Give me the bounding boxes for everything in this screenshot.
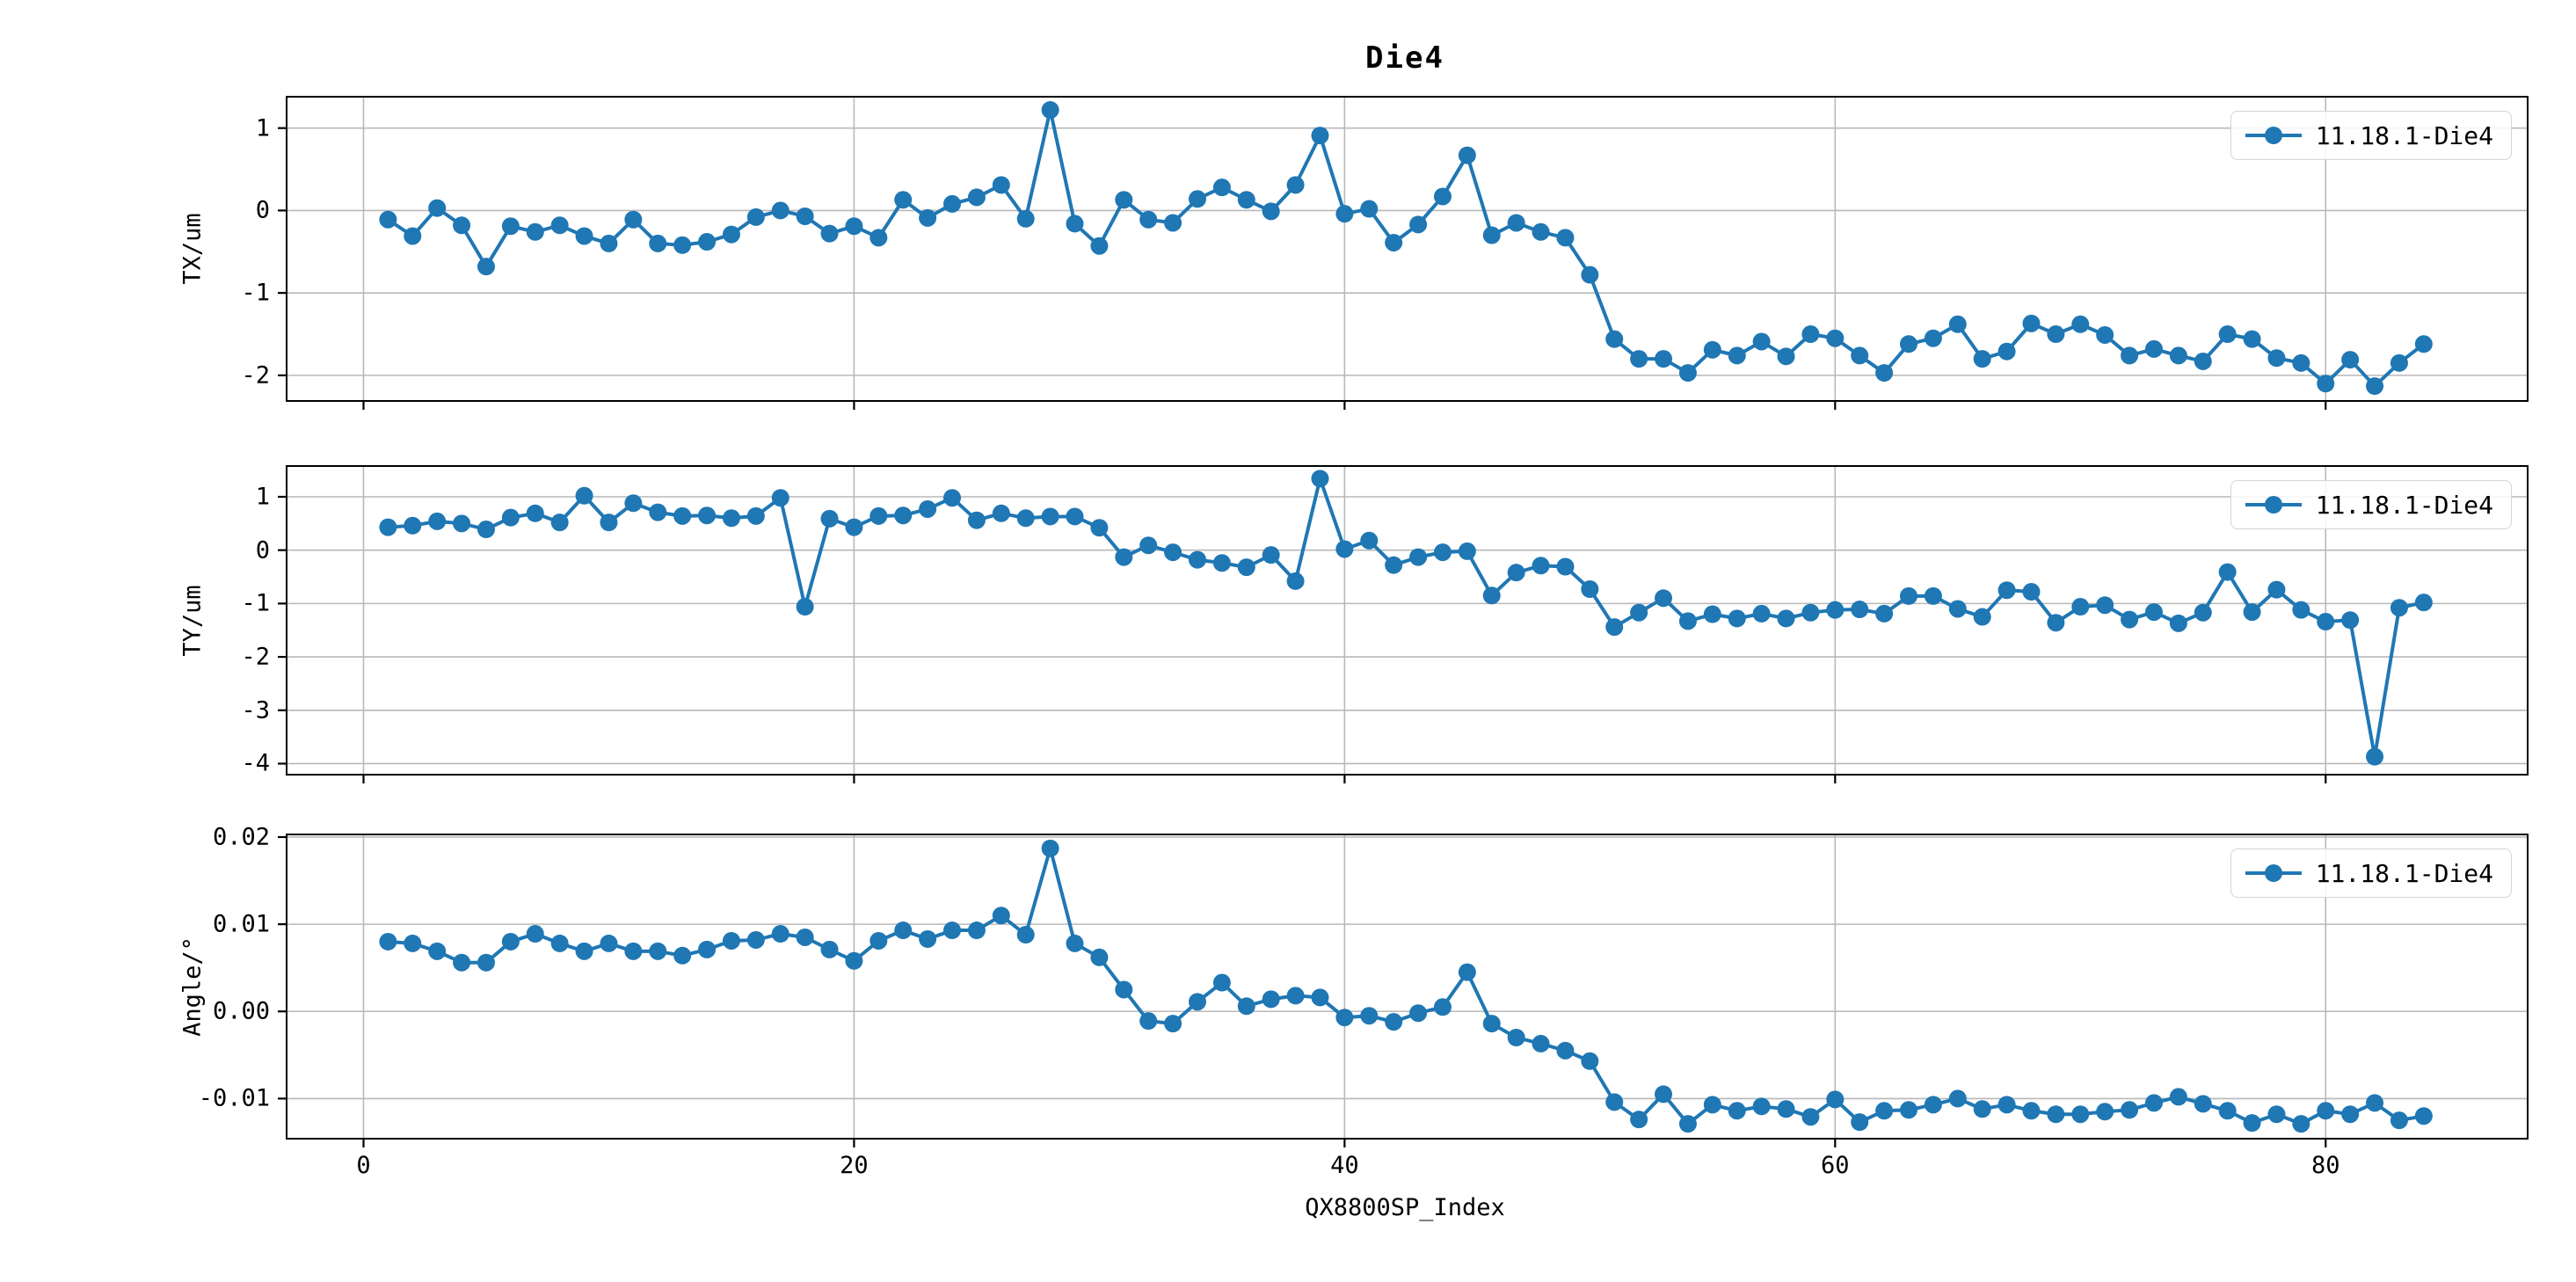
y-tick-label: -1 xyxy=(241,589,270,617)
legend-ty: 11.18.1-Die4 xyxy=(2230,480,2512,529)
subplot-tx: TX/um 11.18.1-Die4 1 0 -1 -2 xyxy=(179,96,2529,410)
legend-tx: 11.18.1-Die4 xyxy=(2230,111,2512,160)
y-tick-label: 1 xyxy=(255,114,270,142)
plot-area-tx xyxy=(278,98,2527,410)
y-tick-label: 0 xyxy=(255,196,270,224)
legend-angle: 11.18.1-Die4 xyxy=(2230,849,2512,898)
x-tick-label: 20 xyxy=(840,1152,869,1179)
chart-title: Die4 xyxy=(1365,40,1444,76)
y-tick-label: 0.01 xyxy=(212,910,270,938)
x-tick-label: 80 xyxy=(2310,1152,2340,1179)
x-axis-label: QX8800SP_Index xyxy=(1305,1194,1505,1221)
plot-area-ty xyxy=(278,467,2527,783)
y-tick-label: 0.00 xyxy=(212,997,270,1025)
plot-area-angle xyxy=(278,835,2527,1147)
y-tick-label: -2 xyxy=(241,361,270,390)
y-tick-label: -1 xyxy=(241,279,270,307)
legend-label: 11.18.1-Die4 xyxy=(2315,490,2493,520)
legend-marker-icon xyxy=(2245,496,2302,514)
y-tick-label: 1 xyxy=(255,483,270,511)
y-tick-label: -2 xyxy=(241,643,270,671)
y-axis-label-ty: TY/um xyxy=(178,584,207,657)
y-tick-label: -4 xyxy=(241,749,270,777)
subplot-angle: Angle/° 11.18.1-Die4 0 20 40 60 80 0.02 0.01 0.… xyxy=(179,823,2529,1179)
y-axis-label-angle: Angle/° xyxy=(178,936,207,1037)
y-tick-label: -0.01 xyxy=(198,1084,270,1112)
y-tick-label: -3 xyxy=(241,696,270,725)
legend-label: 11.18.1-Die4 xyxy=(2315,120,2493,150)
legend-label: 11.18.1-Die4 xyxy=(2315,858,2493,888)
x-tick-label: 40 xyxy=(1330,1152,1359,1179)
subplot-ty: TY/um 11.18.1-Die4 1 0 -1 -2 -3 -4 xyxy=(179,465,2529,783)
legend-marker-icon xyxy=(2245,864,2302,882)
x-tick-label: 60 xyxy=(1821,1152,1850,1179)
legend-marker-icon xyxy=(2245,127,2302,144)
y-tick-label: 0.02 xyxy=(212,823,270,851)
y-tick-label: 0 xyxy=(255,536,270,565)
x-tick-label: 0 xyxy=(356,1152,371,1179)
y-axis-label-tx: TX/um xyxy=(178,213,207,285)
